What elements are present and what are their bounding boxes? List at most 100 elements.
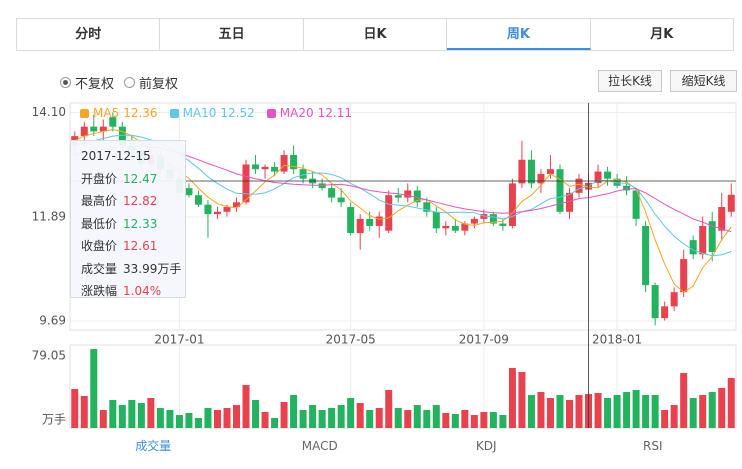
candle-body xyxy=(594,171,602,183)
volume-bar xyxy=(137,403,145,428)
volume-bar xyxy=(527,395,535,428)
candle-body xyxy=(489,214,497,224)
volume-bar xyxy=(194,418,202,428)
volume-bar xyxy=(318,410,326,428)
legend-value: 12.36 xyxy=(123,106,158,120)
candle-body xyxy=(613,178,621,186)
tooltip-label: 开盘价 xyxy=(81,171,118,186)
adjust-option[interactable]: 不复权 xyxy=(60,73,114,92)
period-tab[interactable]: 五日 xyxy=(160,19,304,50)
candle-body xyxy=(213,211,221,215)
volume-bar xyxy=(727,378,735,428)
candle-body xyxy=(575,178,583,193)
candle-body xyxy=(385,195,393,231)
volume-bar xyxy=(442,413,450,428)
x-tick-label: 2017-01 xyxy=(154,333,204,347)
volume-bar xyxy=(661,410,669,428)
candle-body xyxy=(261,166,269,170)
volume-bar xyxy=(642,395,650,428)
candle-body xyxy=(689,240,697,255)
candle-body xyxy=(290,155,298,170)
volume-max-label: 79.05 xyxy=(32,349,66,363)
volume-bar xyxy=(508,368,516,428)
period-tab[interactable]: 月K xyxy=(650,27,674,42)
candle-body xyxy=(699,225,707,255)
candle-body xyxy=(366,218,374,226)
volume-bar xyxy=(99,410,107,428)
period-tab[interactable]: 日K xyxy=(304,19,448,50)
y-tick-label: 11.89 xyxy=(32,209,66,223)
candle-body xyxy=(708,221,716,252)
legend-swatch xyxy=(266,108,276,118)
indicator-tab[interactable]: RSI xyxy=(643,439,663,453)
tooltip-label: 成交量 xyxy=(81,261,118,276)
candle-body xyxy=(499,223,507,226)
candle-body xyxy=(347,207,355,234)
volume-bar xyxy=(366,410,374,428)
candle-body xyxy=(518,159,526,184)
indicator-tabs: 成交量 MACD KDJ RSI xyxy=(70,435,736,457)
shrink-button[interactable]: 缩短K线 xyxy=(670,70,737,92)
legend-value: 12.52 xyxy=(220,106,255,120)
candle-body xyxy=(718,207,726,231)
candle-body xyxy=(661,306,669,319)
legend-name: MA10 xyxy=(182,106,217,120)
volume-bar xyxy=(718,388,726,428)
radio xyxy=(124,77,136,88)
volume-bar xyxy=(156,408,164,428)
volume-bar xyxy=(309,405,317,428)
legend-name: MA5 xyxy=(93,106,120,120)
candle-body xyxy=(404,190,412,198)
volume-bar xyxy=(604,398,612,428)
volume-unit-label: 万手 xyxy=(42,413,66,427)
candle-body xyxy=(223,207,231,212)
candle-body xyxy=(118,126,126,146)
candle-body xyxy=(423,202,431,212)
candle-body xyxy=(566,192,573,212)
candle-body xyxy=(233,202,240,208)
volume-bar xyxy=(328,408,336,428)
legend-swatch xyxy=(80,108,89,118)
candle-body xyxy=(99,126,107,132)
volume-bar xyxy=(261,412,269,428)
candle-body xyxy=(546,169,554,174)
candle-body xyxy=(680,259,688,293)
candle-body xyxy=(328,188,336,198)
indicator-tab[interactable]: KDJ xyxy=(475,439,497,453)
volume-bar xyxy=(423,410,431,428)
candle-body xyxy=(623,185,631,191)
volume-bar xyxy=(252,400,260,428)
volume-bar xyxy=(651,395,659,428)
volume-bar xyxy=(290,395,298,428)
volume-bar xyxy=(594,393,602,428)
adjust-option[interactable]: 前复权 xyxy=(124,73,178,92)
legend-name: MA20 xyxy=(279,106,314,120)
y-tick-label: 9.69 xyxy=(39,314,66,328)
tooltip: 2017-12-15 开盘价 12.47 最高价 12.82 最低价 12.33 收盘价 12.… xyxy=(70,140,186,298)
volume-bar xyxy=(537,392,545,428)
tooltip-value: 12.82 xyxy=(123,194,158,208)
tooltip-label: 收盘价 xyxy=(81,239,118,253)
volume-bar xyxy=(147,398,155,428)
volume-bar xyxy=(271,418,279,428)
volume-bar xyxy=(623,392,631,428)
volume-bar xyxy=(451,414,459,428)
legend-item: MA20 12.11 xyxy=(266,106,352,120)
legend-swatch xyxy=(169,108,179,118)
volume-bar xyxy=(71,389,79,428)
volume-bar xyxy=(680,373,688,428)
candle-body xyxy=(271,166,279,172)
ma-legend: MA5 12.36 MA10 12.52 MA20 12.11 xyxy=(80,106,352,120)
volume-bar xyxy=(394,408,402,428)
indicator-tab[interactable]: 成交量 xyxy=(135,439,172,453)
period-tab[interactable]: 分时 xyxy=(17,19,161,50)
volume-bar xyxy=(470,415,478,428)
tooltip-value: 12.33 xyxy=(123,216,158,231)
candle-body xyxy=(252,164,260,170)
candle-body xyxy=(442,225,450,229)
period-tabs: 分时 五日 日K 周K 月K xyxy=(16,18,734,51)
volume-bar xyxy=(223,408,231,428)
period-tab[interactable]: 周K xyxy=(447,19,591,50)
stretch-button[interactable]: 拉长K线 xyxy=(598,70,662,92)
indicator-tab[interactable]: MACD xyxy=(301,439,338,453)
